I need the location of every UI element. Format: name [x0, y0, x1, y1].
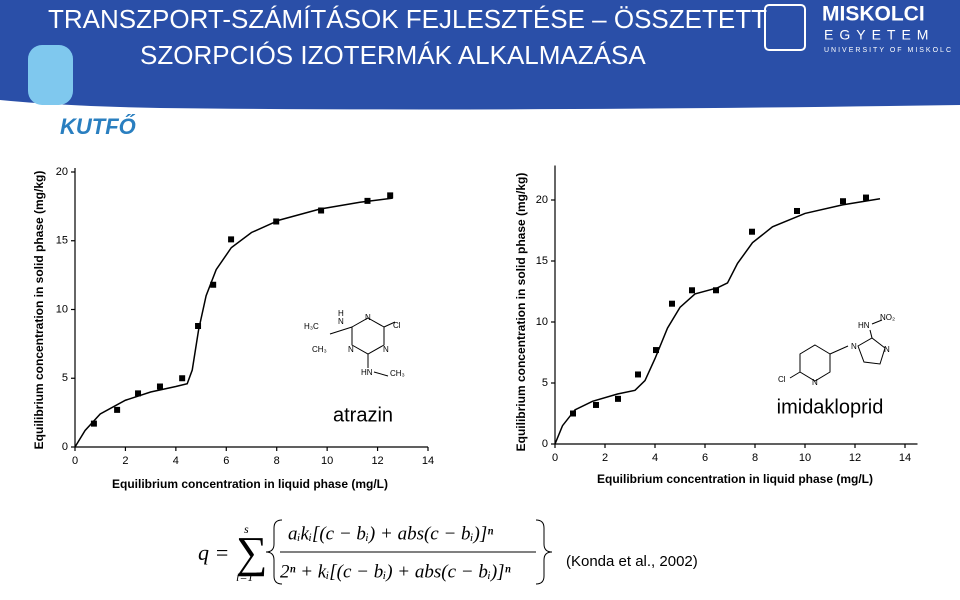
data-point	[273, 218, 280, 225]
atom: N	[383, 345, 389, 354]
header-band	[0, 0, 960, 110]
data-point	[593, 401, 599, 408]
data-point	[179, 375, 186, 382]
y-tick-label: 5	[62, 372, 68, 384]
x-tick-label: 12	[849, 452, 861, 464]
fit-curve	[74, 197, 393, 448]
y-tick-label: 20	[56, 166, 68, 178]
atom: N	[338, 317, 344, 326]
x-axis-label: Equilibrium concentration in liquid phas…	[112, 477, 388, 491]
atom: HN	[858, 321, 870, 330]
y-axis-label: Equilibrium concentration in solid phase…	[32, 171, 46, 450]
logo-text: MISKOLCI	[822, 3, 925, 26]
data-point	[635, 371, 641, 378]
x-tick-label: 6	[223, 455, 229, 467]
formula: q = ∑ i=1 s aᵢkᵢ[(c − bᵢ) + abs(c − bᵢ)]…	[198, 519, 553, 585]
x-tick-label: 2	[602, 452, 608, 464]
crest	[764, 4, 806, 51]
x-tick-label: 4	[173, 455, 179, 467]
imidacloprid-structure: HN NO₂ N N Cl N	[778, 313, 895, 387]
data-point	[318, 207, 325, 214]
data-point	[615, 395, 621, 402]
x-tick-label: 12	[371, 455, 383, 467]
data-point	[669, 300, 675, 307]
y-tick-label: 20	[536, 194, 548, 206]
x-tick-label: 8	[274, 455, 280, 467]
data-point	[156, 383, 163, 390]
data-point	[840, 198, 846, 205]
x-tick-label: 2	[122, 455, 128, 467]
logo-text: EGYETEM	[824, 27, 934, 43]
y-tick-label: 10	[56, 303, 68, 315]
data-point	[863, 194, 869, 201]
title: TRANSZPORT-SZÁMÍTÁSOK FEJLESZTÉSE – ÖSSZ…	[48, 4, 767, 34]
title: SZORPCIÓS IZOTERMÁK ALKALMAZÁSA	[140, 40, 646, 70]
atom: N	[851, 342, 857, 351]
atom: H₃C	[304, 322, 319, 331]
atom: N	[812, 378, 818, 387]
data-point	[90, 420, 97, 427]
atom: CH₃	[390, 369, 405, 378]
x-tick-label: 14	[422, 455, 434, 467]
y-tick-label: 0	[542, 438, 548, 450]
formula-upper: s	[244, 522, 249, 536]
x-tick-label: 14	[899, 452, 911, 464]
mascot-label: KUTFŐ	[60, 114, 136, 139]
x-axis-label: Equilibrium concentration in liquid phas…	[597, 472, 873, 486]
formula-sum: ∑	[236, 528, 267, 577]
data-point	[114, 406, 121, 413]
atom: Cl	[393, 321, 401, 330]
atom: Cl	[778, 375, 786, 384]
data-point	[713, 287, 719, 294]
atom: H	[338, 309, 344, 318]
x-tick-label: 0	[72, 455, 78, 467]
data-point	[210, 281, 217, 288]
citation: (Konda et al., 2002)	[566, 553, 698, 570]
x-tick-label: 0	[552, 452, 558, 464]
atom: CH₃	[312, 345, 327, 354]
annotation: imidakloprid	[777, 396, 884, 418]
data-point	[689, 287, 695, 294]
formula-lower: i=1	[236, 570, 253, 584]
x-tick-label: 4	[652, 452, 658, 464]
atom: N	[365, 313, 371, 322]
data-point	[653, 347, 659, 354]
formula-numerator: aᵢkᵢ[(c − bᵢ) + abs(c − bᵢ)]ⁿ	[288, 523, 493, 544]
fit-curve	[554, 198, 881, 445]
x-tick-label: 8	[752, 452, 758, 464]
x-tick-label: 6	[702, 452, 708, 464]
y-tick-label: 15	[56, 235, 68, 247]
mascot	[28, 45, 73, 105]
atom: NO₂	[880, 313, 895, 322]
y-axis-label: Equilibrium concentration in solid phase…	[514, 173, 528, 452]
data-point	[794, 207, 800, 214]
x-tick-label: 10	[321, 455, 333, 467]
y-tick-label: 10	[536, 316, 548, 328]
atom: N	[348, 345, 354, 354]
logo-text: UNIVERSITY OF MISKOLC	[824, 47, 953, 54]
data-point	[195, 323, 202, 329]
atom: HN	[361, 368, 373, 377]
data-point	[749, 228, 755, 235]
data-point	[228, 236, 235, 243]
y-tick-label: 5	[542, 377, 548, 389]
data-point	[387, 192, 394, 199]
data-point	[570, 410, 576, 417]
atom: N	[884, 345, 890, 354]
data-point	[135, 390, 142, 397]
formula-lhs: q =	[198, 540, 229, 565]
y-tick-label: 15	[536, 255, 548, 267]
formula-denominator: 2ⁿ + kᵢ[(c − bᵢ) + abs(c − bᵢ)]ⁿ	[280, 561, 511, 582]
atrazine-structure: H₃C N H Cl N N N CH₃ HN CH₃	[304, 309, 405, 378]
data-point	[364, 197, 371, 204]
y-tick-label: 0	[62, 441, 68, 453]
annotation: atrazin	[333, 404, 393, 426]
x-tick-label: 10	[799, 452, 811, 464]
